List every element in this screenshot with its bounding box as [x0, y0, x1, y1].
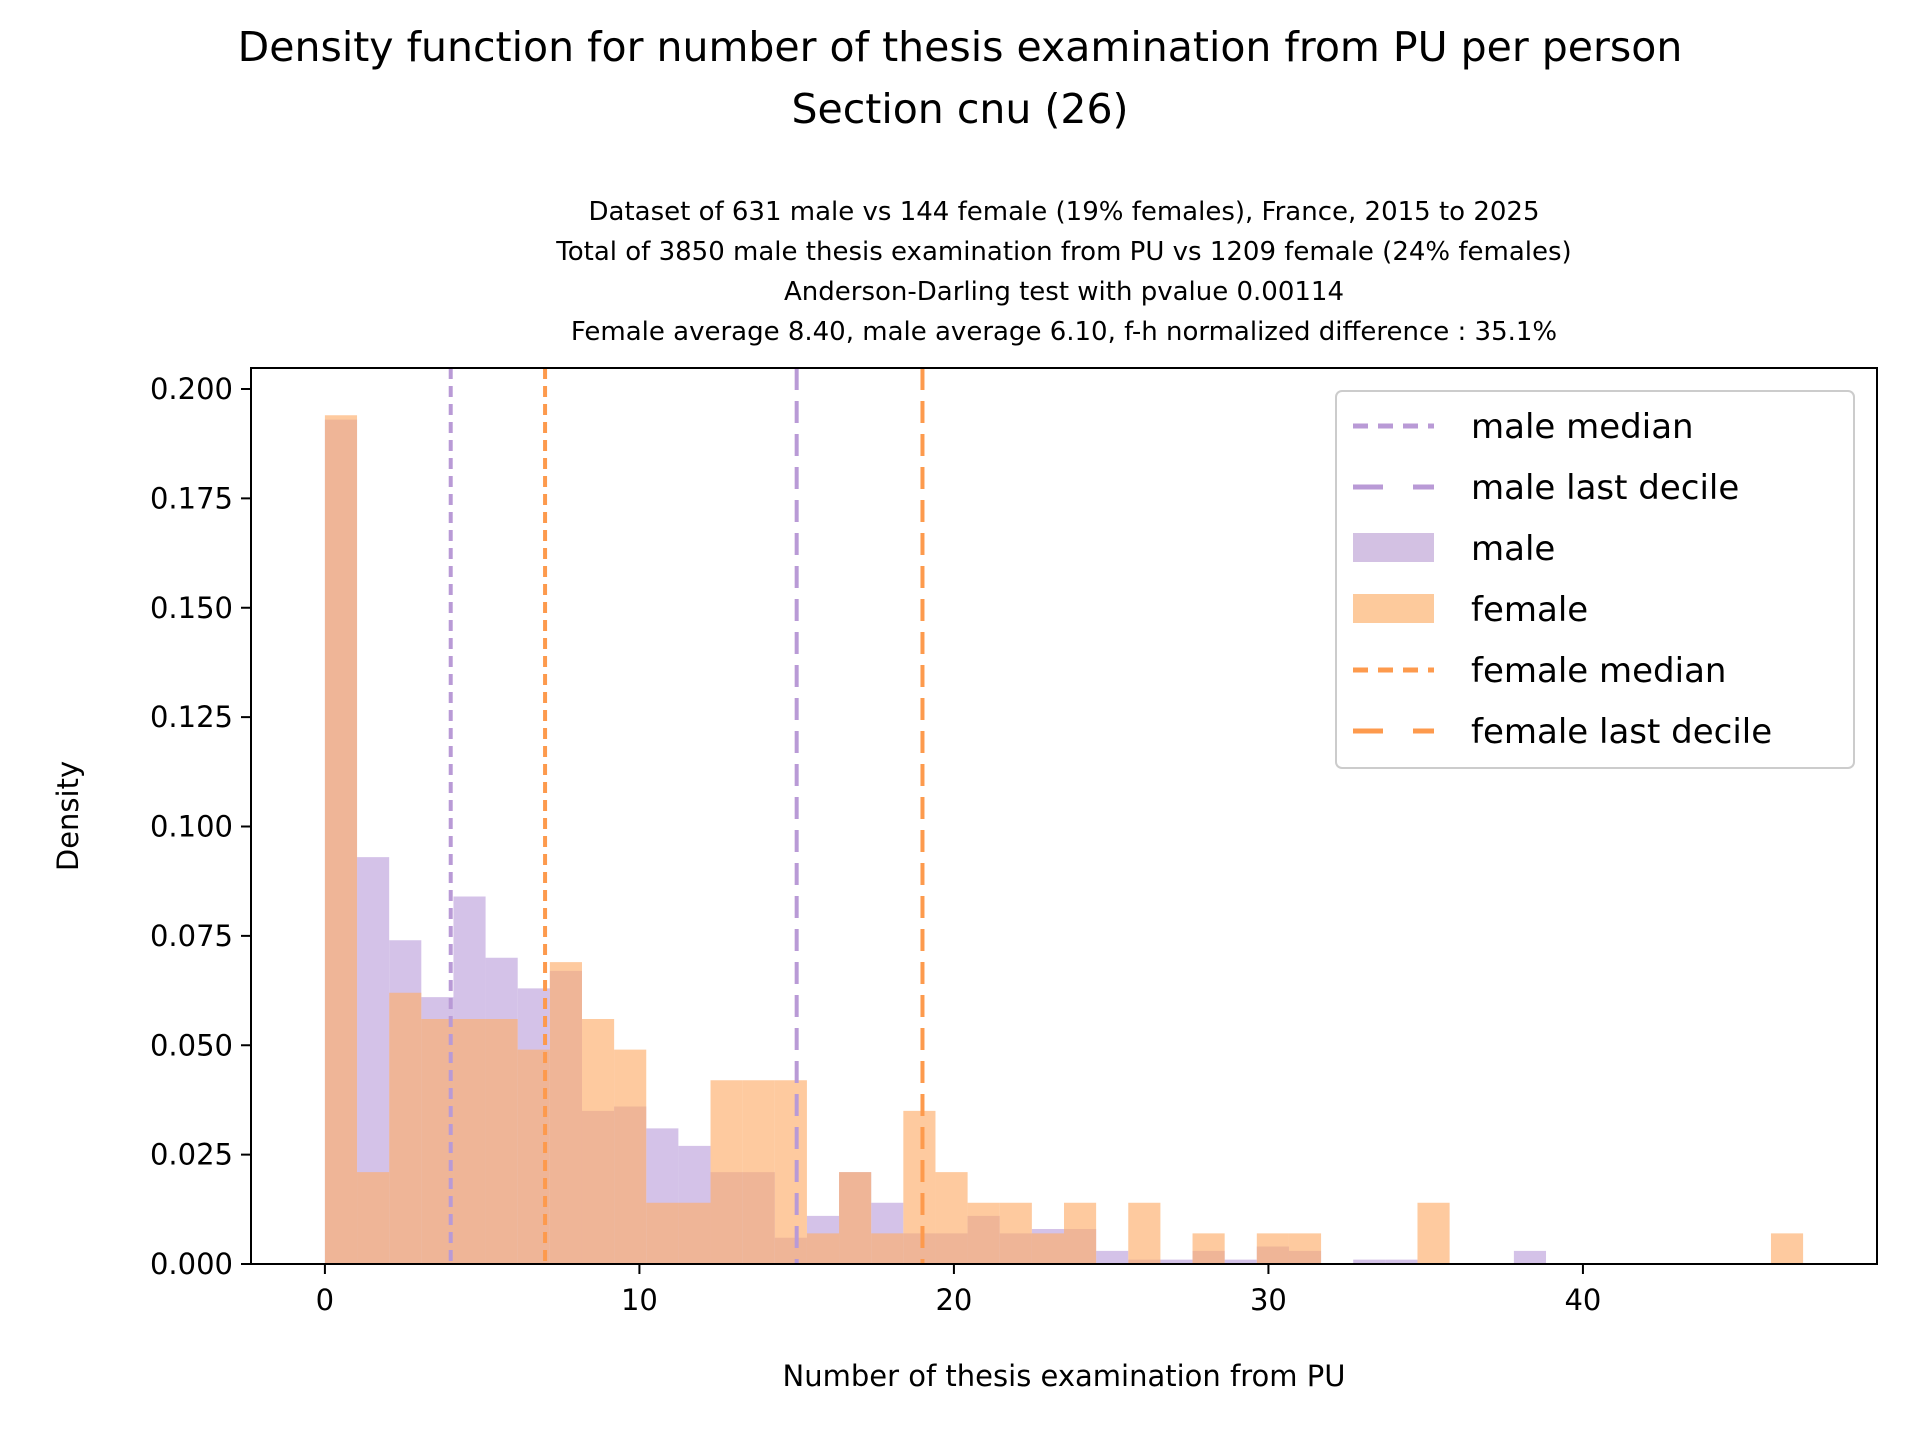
male-bar — [1353, 1259, 1386, 1264]
female-bar — [1031, 1233, 1064, 1264]
x-tick-label: 0 — [316, 1283, 334, 1317]
legend-female-swatch — [1353, 594, 1434, 623]
x-axis: 0 10 20 30 40 — [316, 1264, 1601, 1317]
female-bar — [517, 1049, 550, 1264]
legend-male-swatch — [1353, 533, 1434, 562]
female-bar — [678, 1202, 711, 1264]
plot-frame — [250, 367, 1878, 1265]
female-bar — [646, 1202, 679, 1264]
y-tick-label: 0.000 — [150, 1247, 233, 1281]
male-bar — [1513, 1250, 1547, 1264]
y-axis-label: Density — [51, 761, 85, 871]
x-tick-label: 30 — [1250, 1283, 1287, 1317]
chart-title-section: Section cnu (26) — [791, 85, 1129, 133]
legend-frame — [1335, 390, 1855, 769]
female-bar — [903, 1110, 936, 1264]
female-bar — [1192, 1233, 1225, 1264]
x-tick-label: 10 — [621, 1283, 658, 1317]
female-bar — [1256, 1233, 1289, 1264]
x-tick-label: 20 — [935, 1283, 972, 1317]
female-bar — [421, 1019, 454, 1264]
subtitle-line-dataset: Dataset of 631 male vs 144 female (19% f… — [588, 197, 1540, 227]
x-tick-label: 40 — [1564, 1283, 1601, 1317]
female-bar — [485, 1019, 518, 1264]
y-tick-label: 0.075 — [150, 919, 233, 953]
y-tick-label: 0.050 — [150, 1028, 233, 1062]
female-bar — [1064, 1202, 1097, 1264]
female-bar — [999, 1202, 1032, 1264]
female-bar — [710, 1080, 743, 1264]
legend-male-label: male — [1471, 529, 1555, 569]
y-tick-label: 0.125 — [150, 700, 233, 734]
female-bar — [1770, 1233, 1804, 1264]
male-bar — [1160, 1259, 1193, 1264]
female-bar — [453, 1019, 486, 1264]
y-tick-label: 0.175 — [150, 481, 233, 515]
female-bar — [774, 1080, 807, 1264]
male-bar — [1224, 1259, 1257, 1264]
chart-title: Density function for number of thesis ex… — [237, 23, 1683, 71]
legend-female-median-label: female median — [1471, 651, 1726, 691]
female-bar — [581, 1019, 615, 1264]
x-axis-label: Number of thesis examination from PU — [783, 1359, 1346, 1393]
legend-female-last-decile-label: female last decile — [1471, 712, 1772, 752]
female-bar — [871, 1233, 904, 1264]
female-bar — [1288, 1233, 1322, 1264]
female-bar — [389, 992, 422, 1264]
female-bar — [806, 1233, 840, 1264]
male-bar — [1385, 1259, 1418, 1264]
female-bar — [935, 1172, 968, 1264]
female-bar — [967, 1202, 1000, 1264]
y-tick-label: 0.200 — [150, 372, 233, 406]
legend-male-median-label: male median — [1471, 407, 1694, 447]
y-tick-label: 0.150 — [150, 591, 233, 625]
subtitle-line-test: Anderson-Darling test with pvalue 0.0011… — [783, 277, 1345, 307]
legend-male-last-decile-label: male last decile — [1471, 468, 1739, 508]
female-bar — [357, 1172, 390, 1264]
male-bar — [1096, 1250, 1129, 1264]
female-bar — [1417, 1202, 1450, 1264]
reference-lines — [448, 368, 925, 1264]
female-bar — [614, 1049, 647, 1264]
subtitle-line-total: Total of 3850 male thesis examination fr… — [556, 237, 1572, 267]
subtitle-line-averages: Female average 8.40, male average 6.10, … — [570, 317, 1558, 347]
female-bar — [549, 962, 582, 1264]
female-bar — [742, 1080, 775, 1264]
female-bar — [324, 415, 358, 1264]
y-axis: 0.000 0.025 0.050 0.075 0.100 0.125 0.150 0.175… — [150, 372, 251, 1281]
female-bar — [1128, 1202, 1161, 1264]
y-tick-label: 0.100 — [150, 810, 233, 844]
legend: male median male last decile male female fem… — [1335, 390, 1855, 769]
y-tick-label: 0.025 — [150, 1138, 233, 1172]
female-bar — [839, 1172, 872, 1264]
legend-female-label: female — [1471, 590, 1588, 630]
female-bars — [324, 415, 1804, 1264]
